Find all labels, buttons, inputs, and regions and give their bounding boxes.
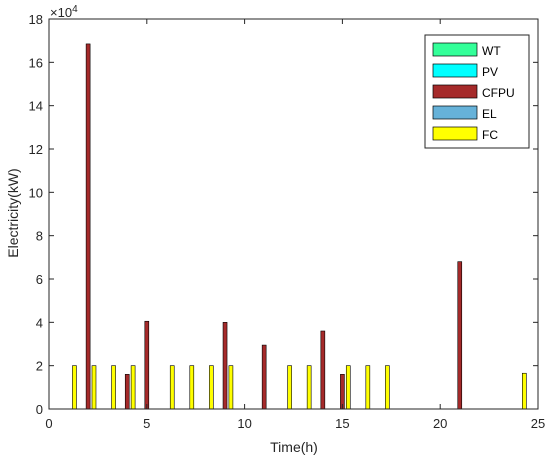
legend-label-pv: PV — [482, 65, 498, 79]
y-tick-label: 8 — [36, 229, 43, 244]
bar-cfpu-7 — [457, 261, 463, 410]
bar-cfpu-5 — [320, 330, 326, 410]
legend-swatch-cfpu — [432, 84, 478, 99]
plot-area-frame — [48, 18, 539, 410]
y-multiplier-base: ×10 — [50, 5, 72, 20]
bar-fc-13 — [522, 372, 527, 410]
y-axis-multiplier: ×104 — [50, 4, 78, 21]
bar-fc-10 — [345, 365, 351, 410]
legend-swatch-fc — [432, 126, 478, 141]
x-axis-label: Time(h) — [270, 439, 318, 455]
bar-cfpu-1 — [124, 374, 130, 410]
bar-cfpu-3 — [222, 322, 228, 410]
bar-fc-7 — [228, 365, 234, 410]
bar-cfpu-6 — [340, 374, 345, 410]
y-tick-label: 2 — [36, 359, 43, 374]
y-multiplier-exponent: 4 — [72, 4, 78, 15]
x-tick-label: 0 — [45, 416, 52, 431]
bar-fc-5 — [189, 365, 195, 410]
legend-swatch-pv — [432, 63, 478, 78]
y-axis-label: Electricity(kW) — [5, 168, 21, 257]
x-tick-label: 15 — [335, 416, 349, 431]
ticks-layer: 0 5 10 15 20 25 0 2 4 6 8 10 12 14 16 18 — [29, 12, 546, 431]
bar-fc-2 — [111, 365, 116, 410]
bar-fc-12 — [385, 365, 390, 410]
bar-fc-1 — [91, 365, 97, 410]
x-tick-label: 25 — [531, 416, 545, 431]
bar-fc-0 — [72, 365, 77, 410]
y-tick-label: 0 — [36, 402, 43, 417]
bar-fc-8 — [287, 365, 292, 410]
x-tick-label: 5 — [143, 416, 150, 431]
bar-cfpu-0 — [85, 43, 91, 410]
y-tick-label: 10 — [29, 185, 43, 200]
legend-label-wt: WT — [482, 44, 501, 58]
bar-fc-3 — [130, 365, 136, 410]
bar-fc-4 — [169, 365, 175, 410]
y-tick-label: 18 — [29, 12, 43, 27]
legend-swatch-el — [432, 105, 478, 120]
legend: WT PV CFPU EL FC — [424, 34, 530, 149]
bar-cfpu-2 — [144, 320, 150, 410]
y-tick-label: 4 — [36, 315, 43, 330]
bar-fc-11 — [365, 365, 371, 410]
y-tick-label: 14 — [29, 99, 43, 114]
legend-label-fc: FC — [482, 128, 498, 142]
legend-label-cfpu: CFPU — [482, 86, 515, 100]
y-tick-label: 16 — [29, 55, 43, 70]
x-tick-label: 20 — [433, 416, 447, 431]
legend-label-el: EL — [482, 107, 497, 121]
bar-fc-6 — [209, 365, 214, 410]
bar-cfpu-4 — [261, 344, 267, 410]
legend-swatch-wt — [432, 42, 478, 57]
y-tick-label: 6 — [36, 272, 43, 287]
bar-fc-9 — [306, 365, 312, 410]
x-tick-label: 10 — [237, 416, 251, 431]
y-tick-label: 12 — [29, 142, 43, 157]
